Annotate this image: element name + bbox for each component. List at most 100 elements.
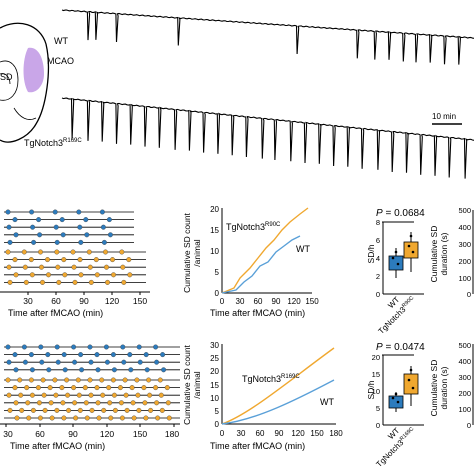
raster-bottom-tg-event-dot (40, 377, 46, 383)
raster-top-wt-event-dot (99, 209, 105, 215)
box-bottom-wt-box (388, 395, 404, 409)
raster-bottom-tg-event-dot (141, 385, 147, 391)
brain-mcao-label: MCAO (47, 56, 74, 66)
dur-top-ytick: 100 (458, 274, 471, 283)
raster-bottom-tg-event-dot (84, 415, 90, 421)
cum-top-xtick: 30 (236, 297, 245, 306)
cum-bottom-tg-line (221, 347, 335, 425)
box-top-point (396, 262, 400, 266)
box-top-ytick: 2 (376, 272, 380, 281)
raster-bottom-tg-event-dot (65, 392, 71, 398)
raster-top-wt-event-dot (101, 239, 107, 245)
cum-bottom-xtick: 60 (256, 429, 265, 438)
cum-bottom-ytick: 20 (210, 367, 219, 376)
raster-bottom-wt-event-dot (95, 367, 101, 373)
cum-top-xtick: 150 (305, 297, 319, 306)
cum-top-ytick: 0 (215, 289, 220, 298)
trace-tg-label: TgNotch3R169C (24, 138, 82, 148)
cum-top-panel: Cumulative SD count /animal 0 5 10 15 20… (182, 205, 319, 318)
cum-top-ytick: 20 (210, 205, 219, 214)
raster-top-tg-event-dot (78, 272, 84, 278)
box-top-tg-box (403, 241, 419, 259)
raster-bottom-wt-event-dot (103, 344, 109, 350)
raster-bottom-tg-event-dot (48, 400, 54, 406)
raster-top-tg-event-dot (87, 264, 93, 270)
box-bottom-ytick: 0 (376, 421, 380, 430)
raster-top-tg-event-dot (21, 249, 27, 255)
raster-bottom-wt-event-dot (127, 352, 133, 358)
raster-bottom-tg-event-dot (106, 385, 112, 391)
raster-bottom-wt-event-dot (54, 344, 60, 350)
raster-bottom-ticklabel: 180 (165, 429, 179, 439)
raster-bottom-wt-event-dot (38, 344, 44, 350)
raster-bottom-wt-event-dot (104, 359, 110, 365)
dur-top-ytick: 400 (458, 223, 471, 232)
cum-bottom-tg-label: TgNotch3R169C (242, 374, 300, 384)
raster-top-tg-event-dot (22, 264, 28, 270)
cum-bottom-ylabel: Cumulative SD count (182, 344, 192, 424)
raster-bottom-tg-event-dot (136, 407, 142, 413)
cum-top-xlabel: Time after fMCAO (min) (210, 308, 305, 318)
cum-bottom-ytick: 5 (215, 407, 220, 416)
raster-top-tg-event-dot (71, 264, 77, 270)
raster-top-wt-event-dot (78, 239, 84, 245)
raster-bottom-tg-event-dot (166, 415, 172, 421)
cum-top-wt-line (221, 235, 301, 294)
raster-bottom-wt-event-dot (5, 344, 11, 350)
raster-bottom-tg-event-dot (130, 400, 136, 406)
raster-top-wt-event-dot (12, 217, 18, 223)
raster-bottom-tg-event-dot (112, 407, 118, 413)
raster-bottom-tg-event-dot (147, 392, 153, 398)
raster-bottom-tg-event-dot (89, 407, 95, 413)
raster-top-wt-event-dot (29, 209, 35, 215)
raster-top-wt-event-dot (59, 217, 65, 223)
raster-bottom-tg-event-dot (54, 407, 60, 413)
raster-bottom-tg-event-dot (155, 415, 161, 421)
raster-top-tg-event-dot (102, 249, 108, 255)
box-top-panel: P = 0.0684 SD/h 0 2 4 6 8 WT TgNotch3R90… (366, 208, 425, 336)
raster-bottom-wt-event-dot (55, 359, 61, 365)
raster-bottom-tg-event-dot (77, 407, 83, 413)
raster-bottom-wt-event-dot (46, 367, 52, 373)
raster-bottom-wt-event-dot (111, 367, 117, 373)
raster-top-wt-event-dot (53, 224, 59, 230)
box-bottom-point (411, 386, 415, 390)
raster-top-tg-event-dot (55, 264, 61, 270)
box-bottom-pvalue: P = 0.0474 (376, 342, 425, 353)
mcao-region (23, 47, 44, 93)
raster-bottom-tg-event-dot (110, 377, 116, 383)
cum-bottom-xlabel: Time after fMCAO (min) (210, 441, 305, 451)
raster-bottom-tg-event-dot (87, 377, 93, 383)
raster-top-wt-event-dot (100, 224, 106, 230)
dur-bottom-panel: Cumulative SD duration (s) 0 100 200 300… (429, 341, 474, 430)
raster-bottom-tg-event-dot (52, 377, 58, 383)
cum-top-tg-label-sup: R90C (265, 222, 281, 228)
raster-top-wt-event-dot (6, 224, 12, 230)
raster-top-xlabel: Time after fMCAO (min) (8, 308, 103, 318)
cum-bottom-ytick: 15 (210, 381, 219, 390)
raster-top-tg-event-dot (7, 279, 13, 285)
dur-bottom-ylabel: Cumulative SD (429, 360, 439, 417)
box-bottom-panel: P = 0.0474 SD/h 0 5 10 15 20 WT TgNotch3… (366, 342, 425, 469)
raster-bottom-tg-event-dot (88, 392, 94, 398)
dur-top-ylabel: Cumulative SD (429, 226, 439, 283)
raster-bottom-tg-event-dot (37, 415, 43, 421)
box-top-ytick: 8 (376, 218, 380, 227)
raster-top-tg-event-dot (28, 257, 34, 263)
raster-bottom-tg-event-dot (73, 415, 79, 421)
raster-bottom-tg-event-dot (24, 385, 30, 391)
raster-bottom-wt-event-dot (160, 352, 166, 358)
raster-top-tg-event-dot (61, 257, 67, 263)
raster-bottom-tg-event-dot (164, 385, 170, 391)
raster-bottom-tg-event-dot (49, 415, 55, 421)
raster-bottom-tg-event-dot (131, 415, 137, 421)
box-bottom-tg-box (403, 373, 419, 395)
raster-bottom-tg-event-dot (154, 400, 160, 406)
raster-bottom-tg-event-dot (143, 415, 149, 421)
raster-top-ticks: 30 60 90 120 150 (23, 292, 147, 306)
raster-top-tg-event-dot (119, 249, 125, 255)
raster-bottom-tg-event-dot (157, 377, 163, 383)
box-bottom-point (391, 396, 395, 400)
raster-bottom-tg-event-dot (123, 392, 129, 398)
raster-top-wt-event-dot (37, 232, 43, 238)
